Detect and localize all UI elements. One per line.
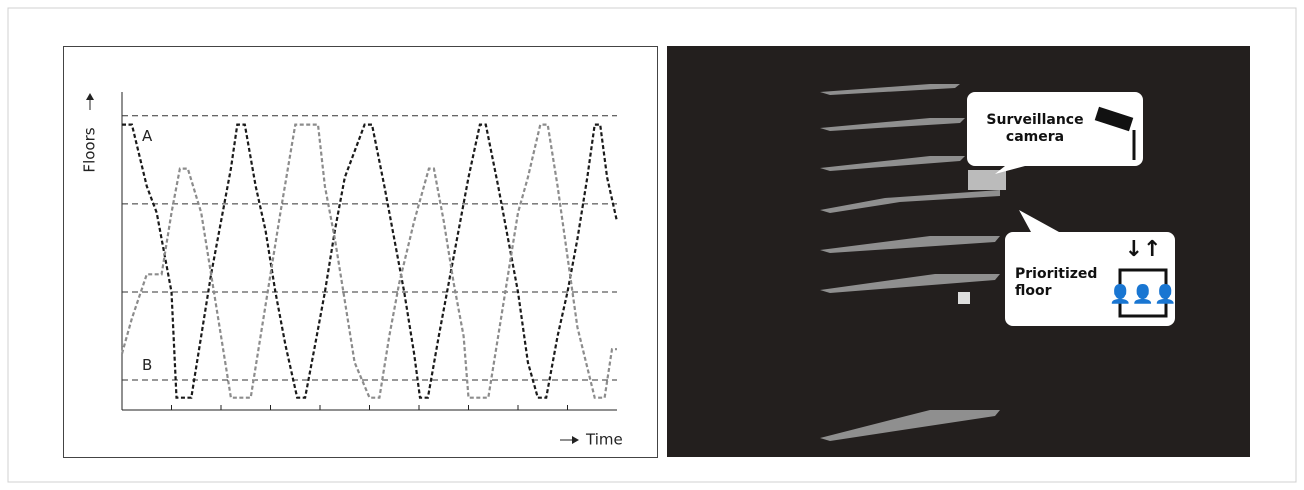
x-label: Time — [585, 431, 623, 449]
series-label: B — [142, 356, 152, 374]
chart-panel — [64, 47, 658, 458]
elevator-arrows: ↓↑ — [1125, 237, 1162, 262]
elevator-people: 👤👤👤 — [1109, 283, 1176, 305]
series-label: A — [142, 127, 153, 145]
camera-room — [968, 170, 1006, 190]
figure: Floors Time AB Surveillancecamera ↓↑ 👤👤👤… — [0, 0, 1304, 490]
y-label: Floors — [81, 127, 99, 172]
elevator — [958, 292, 970, 304]
